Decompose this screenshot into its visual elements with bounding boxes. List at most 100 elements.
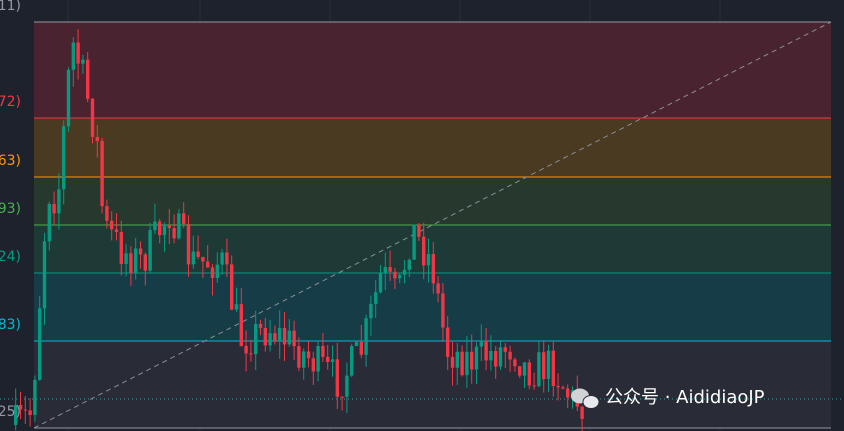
candle-body xyxy=(66,69,71,127)
candle-body xyxy=(110,220,114,230)
candle-body xyxy=(249,353,253,355)
candle-body xyxy=(374,292,378,304)
candle-body xyxy=(162,225,167,236)
candle-body xyxy=(134,248,138,274)
candle-body xyxy=(76,42,80,64)
candle-body xyxy=(364,318,368,355)
candle-body xyxy=(297,346,301,368)
candle-body xyxy=(177,213,181,239)
candle-body xyxy=(158,221,162,236)
candle-body xyxy=(532,385,536,387)
candle-body xyxy=(196,251,200,257)
wechat-icon xyxy=(582,395,600,409)
candle-body xyxy=(167,225,171,229)
candle-body xyxy=(244,345,248,354)
candle-body xyxy=(215,264,219,279)
candle-body xyxy=(422,236,426,266)
candle-body xyxy=(81,59,85,64)
candle-body xyxy=(124,253,128,264)
level-label: 72) xyxy=(0,94,21,110)
candle-body xyxy=(354,341,359,347)
candle-body xyxy=(566,388,570,398)
candle-body xyxy=(42,241,47,309)
candle-body xyxy=(441,293,445,328)
candle-body xyxy=(282,327,287,345)
candle-body xyxy=(119,232,123,264)
candles xyxy=(14,29,584,431)
candle-body xyxy=(489,351,493,361)
candle-body xyxy=(316,345,320,372)
candle-body xyxy=(498,347,503,367)
candle-body xyxy=(393,271,397,279)
watermark: 公众号 · AididiaoJP xyxy=(571,387,765,409)
candle-body xyxy=(71,42,75,70)
candle-body xyxy=(23,409,27,411)
candle-body xyxy=(263,327,267,346)
candle-body xyxy=(206,261,210,268)
candle-body xyxy=(426,254,431,266)
candle-body xyxy=(431,254,435,284)
candle-body xyxy=(398,274,402,279)
candle-body xyxy=(38,308,42,380)
candle-body xyxy=(172,228,176,239)
candle-body xyxy=(388,267,392,272)
candle-body xyxy=(52,203,56,214)
candle-body xyxy=(114,229,119,233)
candle-body xyxy=(455,351,459,368)
candle-body xyxy=(551,350,555,387)
fib-zones xyxy=(34,21,831,429)
candle-body xyxy=(95,136,99,142)
candle-body xyxy=(129,253,133,274)
candle-body xyxy=(494,351,498,367)
candle-body xyxy=(527,362,531,386)
fib-zone xyxy=(34,22,831,118)
candle-body xyxy=(18,405,23,410)
candle-body xyxy=(57,189,61,214)
level-label: 63) xyxy=(0,153,21,169)
candle-body xyxy=(378,272,383,293)
level-label: 83) xyxy=(0,317,21,333)
candle-body xyxy=(62,126,66,190)
candle-body xyxy=(138,248,143,255)
candle-body xyxy=(191,251,195,265)
candle-body xyxy=(186,223,191,265)
candle-body xyxy=(350,346,354,376)
candle-body xyxy=(412,224,416,260)
fib-zone xyxy=(34,341,831,428)
candle-body xyxy=(321,345,325,357)
candle-body xyxy=(105,206,109,221)
candle-body xyxy=(508,351,512,360)
candle-body xyxy=(340,396,344,398)
candle-body xyxy=(311,358,315,372)
level-label: 11) xyxy=(0,0,21,14)
candle-body xyxy=(542,352,546,380)
candle-body xyxy=(537,352,541,387)
candle-body xyxy=(182,213,186,224)
candle-body xyxy=(556,386,560,388)
candle-body xyxy=(503,347,507,352)
fib-zone xyxy=(34,273,831,341)
candle-body xyxy=(230,264,234,310)
candle-body xyxy=(383,267,387,273)
candle-body xyxy=(470,351,474,370)
candle-body xyxy=(580,406,584,419)
candle-body xyxy=(201,256,205,262)
watermark-text: 公众号 · AididiaoJP xyxy=(605,387,765,408)
candle-body xyxy=(460,351,464,376)
candle-body xyxy=(28,410,32,416)
level-label: 25) xyxy=(0,404,21,420)
candle-body xyxy=(254,323,258,355)
candle-body xyxy=(522,362,527,376)
candle-body xyxy=(345,375,349,397)
candle-body xyxy=(100,141,104,207)
candle-body xyxy=(546,350,551,380)
fib-zone xyxy=(34,118,831,177)
candle-body xyxy=(446,327,450,358)
candle-body xyxy=(359,341,363,355)
candle-body xyxy=(417,224,421,237)
candle-body xyxy=(326,356,330,362)
candle-body xyxy=(561,387,565,389)
candle-body xyxy=(143,254,147,271)
candle-body xyxy=(335,359,339,397)
candle-body xyxy=(450,357,455,368)
